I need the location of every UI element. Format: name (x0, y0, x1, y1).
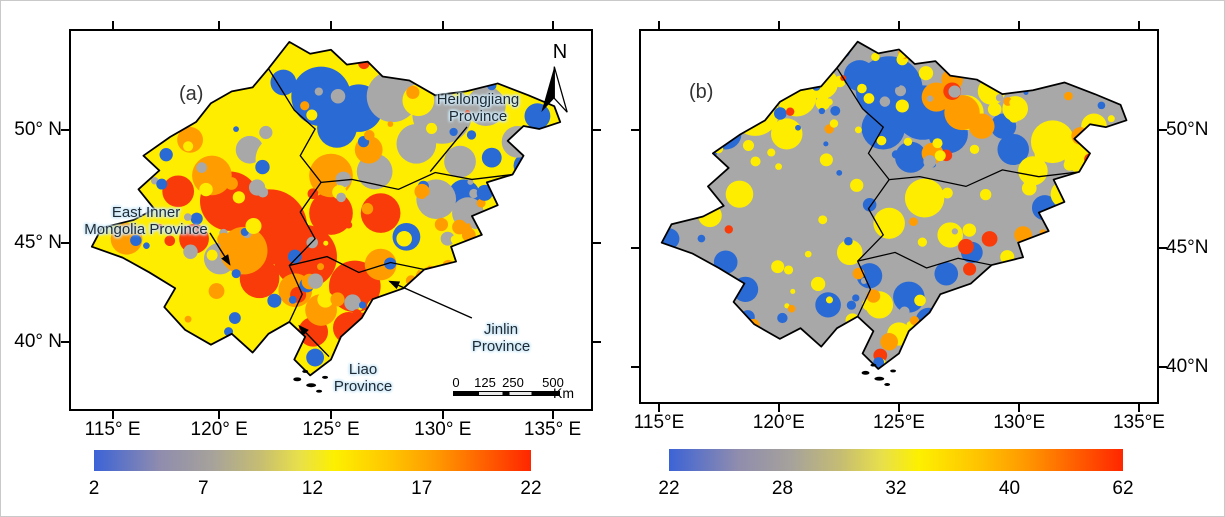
x-axis-label-b: 135°E (1112, 412, 1165, 433)
colorbar-label-b: 22 (658, 478, 680, 499)
x-tick-bottom-b (1018, 404, 1021, 412)
x-tick-top-b (898, 21, 900, 29)
y-tick-right-b (1159, 246, 1167, 249)
y-axis-label-b: 45°N (1166, 236, 1209, 258)
interpolated-surface-b (661, 41, 1127, 369)
x-tick-bottom-a (551, 411, 554, 419)
y-tick-left-b (631, 246, 639, 249)
y-tick-left-a (61, 241, 69, 244)
map-panel-b: (b) 115°E 120°E 125°E 130°E 135°E 50°N 45°N 40°… (631, 21, 1208, 433)
x-tick-top-a (330, 21, 332, 29)
y-tick-left-a (61, 341, 69, 344)
x-tick-bottom-b (898, 404, 900, 412)
panel-label-b: (b) (689, 81, 714, 103)
colorbar-label-a: 17 (411, 478, 433, 499)
colorbar-label-b: 28 (771, 478, 794, 499)
scale-bar-label: 250 (502, 375, 524, 390)
y-axis-label-a: 45° N (14, 231, 62, 253)
panel-a-annotations (209, 66, 568, 358)
y-tick-right-a (593, 241, 601, 244)
y-tick-right-a (593, 341, 601, 344)
y-axis-label-a: 40° N (14, 331, 62, 353)
province-label-east-inner-mongolia: East Inner Mongolia Province (84, 204, 208, 238)
leader-line-liao (298, 324, 330, 358)
colorbar-b: 22 28 32 40 62 (658, 449, 1134, 499)
x-axis-label-b: 130°E (993, 412, 1046, 433)
leader-line-heilongjiang (429, 126, 468, 172)
x-axis-label-a: 130° E (414, 419, 472, 440)
y-tick-right-b (1159, 366, 1167, 369)
y-axis-label-b: 50°N (1166, 119, 1209, 141)
y-tick-left-a (61, 129, 69, 132)
x-axis-label-b: 115°E (633, 412, 685, 433)
x-tick-top-a (218, 21, 221, 29)
x-axis-label-a: 135° E (523, 419, 582, 440)
scale-bar-label: 0 (452, 375, 460, 390)
province-label-jinlin: Jinlin Province (471, 321, 531, 355)
x-axis-label-a: 115° E (84, 419, 141, 440)
province-label-liao: Liao Province (333, 361, 393, 395)
x-tick-bottom-b (1137, 404, 1140, 412)
scale-bar-label: 500 (542, 375, 564, 390)
x-axis-label-b: 125°E (873, 412, 925, 433)
x-tick-bottom-a (441, 411, 444, 419)
map-borders-b (660, 40, 1128, 386)
scale-bar-label: 125 (474, 375, 496, 390)
scale-bar: 0 125 250 500 Km (449, 375, 574, 401)
x-tick-top-b (658, 21, 661, 29)
x-axis-label-a: 120° E (190, 419, 248, 440)
panel-label-a: (a) (179, 83, 204, 105)
x-tick-top-a (441, 21, 444, 29)
north-label: N (552, 41, 568, 63)
x-axis-label-b: 120°E (752, 412, 805, 433)
province-label-heilongjiang: Heilongjiang Province (436, 91, 520, 125)
colorbar-label-a: 12 (301, 478, 324, 499)
x-tick-bottom-a (218, 411, 221, 419)
y-tick-right-a (593, 129, 601, 132)
scale-bar-unit: Km (553, 385, 574, 401)
colorbar-label-b: 40 (998, 478, 1021, 499)
north-arrow-icon (541, 66, 568, 113)
x-tick-bottom-b (777, 404, 780, 412)
x-tick-bottom-a (111, 411, 114, 419)
leader-line-east-inner-mongolia (209, 232, 231, 266)
y-axis-label-b: 40°N (1166, 356, 1209, 378)
x-tick-top-b (1018, 21, 1021, 29)
y-tick-left-b (631, 366, 639, 369)
y-tick-right-b (1159, 129, 1167, 132)
x-tick-top-b (777, 21, 780, 29)
y-axis-label-a: 50° N (14, 119, 62, 141)
colorbar-label-b: 62 (1112, 478, 1134, 499)
x-tick-top-b (1137, 21, 1140, 29)
map-svg-a (90, 40, 568, 393)
colorbar-label-a: 22 (520, 478, 542, 499)
map-svg-b (660, 40, 1128, 386)
colorbar-label-a: 7 (197, 478, 209, 499)
x-tick-top-a (111, 21, 114, 29)
map-panel-a: N (a) Heilongjiang Province East Inner M… (14, 21, 601, 440)
colorbar-a: 2 7 12 17 22 (89, 450, 542, 499)
x-axis-label-a: 125° E (302, 419, 360, 440)
map-borders-a (90, 40, 562, 393)
scale-bar-segments (453, 391, 560, 396)
x-tick-top-a (551, 21, 554, 29)
colorbar-label-a: 2 (88, 478, 100, 499)
leader-line-jinlin (388, 280, 473, 319)
y-tick-left-b (631, 129, 639, 132)
x-tick-bottom-b (658, 404, 661, 412)
colorbar-label-b: 32 (885, 478, 907, 499)
x-tick-bottom-a (330, 411, 332, 419)
